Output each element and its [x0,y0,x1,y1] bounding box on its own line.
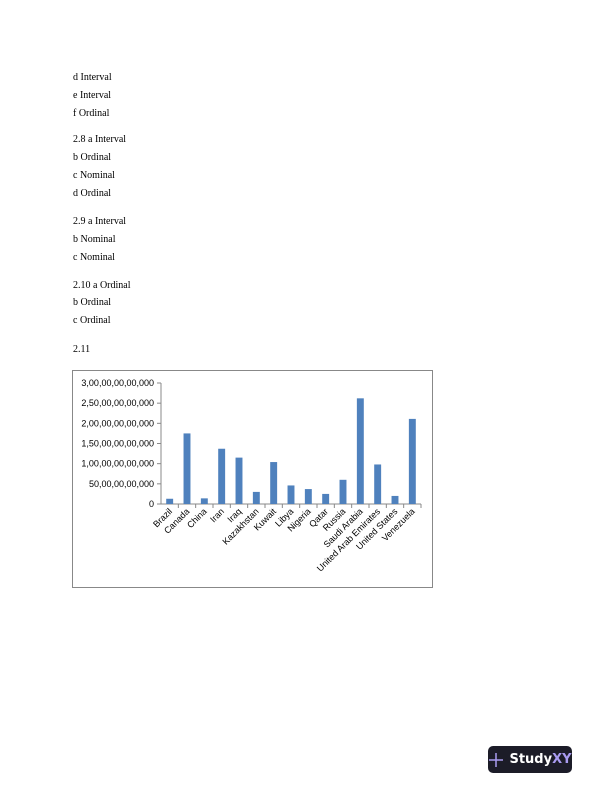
bar [322,493,330,504]
x-tick-label: Iran [208,506,226,524]
bar [304,489,312,504]
answer-line: 2.11 [73,344,91,355]
bar-chart-svg: 0 50,00,00,00,000 1,00,00,00,00,000 1,50,00… [81,378,422,574]
y-tick-label: 3,00,00,00,00,000 [81,378,154,388]
bar [391,495,399,504]
bar [166,498,174,504]
bar [374,464,382,504]
answer-line: b Ordinal [73,297,112,308]
y-tick-label: 1,50,00,00,00,000 [81,439,154,449]
bar [270,462,278,504]
y-tick-label: 2,00,00,00,00,000 [81,418,154,428]
bar [183,433,191,504]
y-tick-label: 0 [149,499,154,509]
bar [200,498,208,504]
y-tick-label: 1,00,00,00,00,000 [81,459,154,469]
chart: 0 50,00,00,00,000 1,00,00,00,00,000 1,50,00… [72,370,433,588]
logo-text-accent: XY [552,752,572,767]
bar [356,398,364,504]
y-tick-label: 2,50,00,00,00,000 [81,398,154,408]
answer-line: 2.10 a Ordinal [73,280,131,291]
bar [339,479,347,504]
answer-line: b Nominal [73,234,116,245]
answer-line: 2.8 a Interval [73,134,127,145]
bar [408,418,416,504]
bar [218,448,226,504]
studyxy-logo: StudyXY [488,746,572,773]
answer-line: c Nominal [73,252,115,263]
bar [287,485,295,504]
answer-line: f Ordinal [73,108,110,119]
y-tick-label: 50,00,00,00,000 [89,479,154,489]
bar [252,491,260,504]
answer-line: c Nominal [73,170,115,181]
answer-line: 2.9 a Interval [73,216,127,227]
answer-line: d Interval [73,72,112,83]
logo-text: Study [509,752,553,767]
x-tick-label: China [185,506,209,530]
answer-line: c Ordinal [73,315,111,326]
bar [235,457,243,504]
answer-line: e Interval [73,90,112,101]
plus-icon [489,752,504,767]
answer-line: d Ordinal [73,188,112,199]
answer-line: b Ordinal [73,152,112,163]
